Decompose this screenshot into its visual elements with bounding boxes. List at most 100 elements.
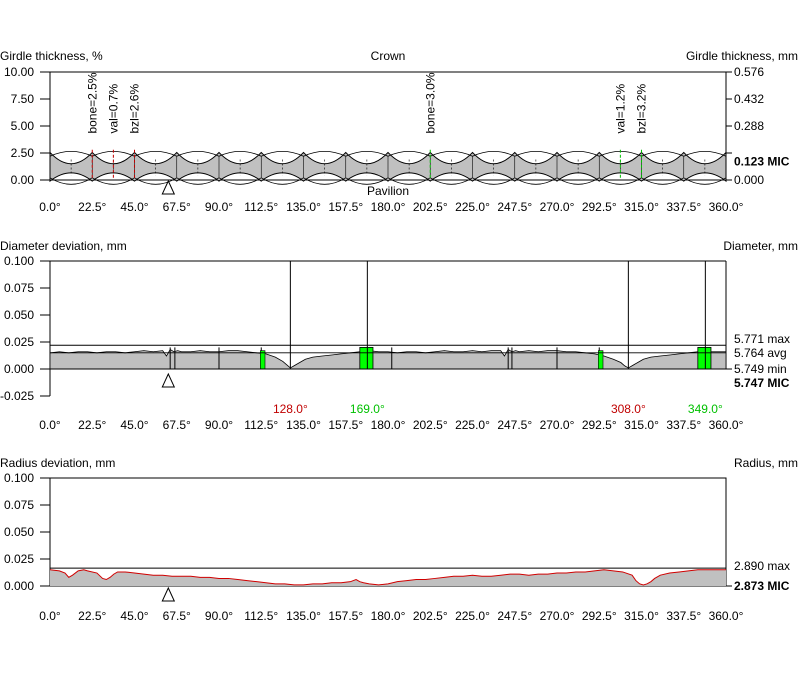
- girdle-crown-scallop: [218, 150, 262, 157]
- radius-left-tick-label: 0.100: [4, 471, 34, 485]
- girdle-x-tick-label: 270.0°: [540, 200, 575, 214]
- girdle-ylabel-right: Girdle thickness, mm: [686, 49, 798, 63]
- girdle-x-tick-label: 0.0°: [39, 200, 61, 214]
- radius-x-tick-label: 202.5°: [413, 609, 448, 623]
- diameter-ylabel-left: Diameter deviation, mm: [0, 239, 127, 253]
- diameter-x-tick-label: 202.5°: [413, 418, 448, 432]
- radius-max-label: 2.890 max: [734, 559, 790, 573]
- radius-x-tick-label: 315.0°: [624, 609, 659, 623]
- girdle-crown-scallop: [261, 150, 304, 157]
- girdle-right-tick-label: 0.432: [734, 92, 764, 106]
- girdle-x-tick-label: 225.0°: [455, 200, 490, 214]
- diameter-max-label: 5.771 max: [734, 332, 790, 346]
- diameter-left-tick-label: -0.025: [0, 389, 34, 403]
- girdle-bottom-title: Pavilion: [367, 184, 409, 198]
- diameter-x-tick-label: 180.0°: [371, 418, 406, 432]
- radius-x-tick-label: 180.0°: [371, 609, 406, 623]
- diameter-left-tick-label: 0.025: [4, 335, 34, 349]
- girdle-pavilion-scallop: [683, 177, 727, 185]
- girdle-pavilion-scallop: [49, 177, 93, 185]
- diameter-x-tick-label: 67.5°: [163, 418, 191, 432]
- radius-left-tick-label: 0.075: [4, 498, 34, 512]
- radius-x-tick-label: 270.0°: [540, 609, 575, 623]
- radius-x-tick-label: 337.5°: [666, 609, 701, 623]
- girdle-pavilion-scallop: [261, 177, 304, 185]
- radius-left-tick-label: 0.050: [4, 525, 34, 539]
- radius-x-tick-label: 67.5°: [163, 609, 191, 623]
- diameter-extremum-label: 308.0°: [611, 402, 646, 416]
- girdle-crown-scallop: [345, 150, 389, 157]
- diameter-x-tick-label: 112.5°: [244, 418, 278, 432]
- girdle-annotation-label: bzl=2.6%: [128, 84, 142, 134]
- girdle-pavilion-scallop: [345, 177, 389, 185]
- radius-x-tick-label: 247.5°: [497, 609, 532, 623]
- girdle-crown-scallop: [514, 150, 558, 157]
- diameter-x-tick-label: 45.0°: [120, 418, 148, 432]
- radius-chart: [40, 477, 732, 587]
- girdle-right-tick-label: 0.576: [734, 65, 764, 79]
- girdle-pavilion-scallop: [303, 177, 346, 185]
- girdle-crown-scallop: [387, 150, 431, 157]
- diameter-extremum-label: 128.0°: [273, 402, 308, 416]
- radius-x-tick-label: 225.0°: [455, 609, 490, 623]
- diameter-x-tick-label: 22.5°: [78, 418, 106, 432]
- diameter-x-tick-label: 225.0°: [455, 418, 490, 432]
- diameter-green-facet: [260, 350, 266, 370]
- girdle-pavilion-scallop: [134, 177, 177, 185]
- girdle-position-marker: [161, 179, 176, 195]
- radius-x-tick-label: 292.5°: [582, 609, 617, 623]
- girdle-x-tick-label: 337.5°: [666, 200, 701, 214]
- girdle-crown-scallop: [472, 150, 515, 157]
- girdle-pavilion-scallop: [641, 177, 684, 185]
- diameter-left-tick-label: 0.075: [4, 281, 34, 295]
- girdle-x-tick-label: 202.5°: [413, 200, 448, 214]
- radius-plot-frame: [49, 477, 727, 587]
- girdle-crown-scallop: [176, 150, 220, 157]
- diameter-x-tick-label: 292.5°: [582, 418, 617, 432]
- girdle-left-tick-label: 7.50: [11, 92, 35, 106]
- girdle-annotation-label: bone=2.5%: [85, 72, 99, 133]
- girdle-x-tick-label: 157.5°: [328, 200, 363, 214]
- girdle-pavilion-scallop: [599, 177, 642, 185]
- diameter-green-block: [359, 346, 374, 370]
- girdle-annotation-label: val=0.7%: [106, 84, 120, 134]
- girdle-x-tick-label: 22.5°: [78, 200, 106, 214]
- radius-x-tick-label: 360.0°: [709, 609, 744, 623]
- diameter-x-tick-label: 157.5°: [328, 418, 363, 432]
- girdle-left-tick-label: 0.00: [11, 173, 35, 187]
- girdle-right-tick-label: 0.288: [734, 119, 764, 133]
- radius-mic-label: 2.873 MIC: [734, 579, 790, 593]
- girdle-pavilion-scallop: [472, 177, 515, 185]
- diameter-ylabel-right: Diameter, mm: [723, 239, 798, 253]
- girdle-chart: [40, 71, 732, 185]
- diameter-x-tick-label: 90.0°: [205, 418, 233, 432]
- radius-x-tick-label: 157.5°: [328, 609, 363, 623]
- radius-left-tick-label: 0.025: [4, 552, 34, 566]
- girdle-crown-scallop: [683, 150, 727, 157]
- girdle-left-tick-label: 2.50: [11, 146, 35, 160]
- diameter-min-label: 5.749 min: [734, 362, 787, 376]
- girdle-pavilion-scallop: [387, 177, 431, 185]
- girdle-right-tick-label: 0.000: [734, 173, 764, 187]
- diameter-x-tick-label: 135.0°: [286, 418, 321, 432]
- girdle-ylabel-left: Girdle thickness, %: [0, 49, 103, 63]
- girdle-annotation-label: bzl=3.2%: [635, 84, 649, 134]
- girdle-crown-scallop: [556, 150, 600, 157]
- radius-x-tick-label: 0.0°: [39, 609, 61, 623]
- girdle-left-tick-label: 10.00: [4, 65, 34, 79]
- girdle-annotation-label: val=1.2%: [613, 84, 627, 134]
- girdle-annotation-label: bone=3.0%: [423, 72, 437, 133]
- girdle-x-tick-label: 180.0°: [371, 200, 406, 214]
- radius-ylabel-right: Radius, mm: [734, 456, 798, 470]
- diameter-green-block: [697, 346, 712, 370]
- girdle-x-tick-label: 292.5°: [582, 200, 617, 214]
- diameter-extremum-label: 349.0°: [688, 402, 723, 416]
- diameter-left-tick-label: 0.100: [4, 254, 34, 268]
- girdle-crown-scallop: [303, 150, 346, 157]
- girdle-x-tick-label: 135.0°: [286, 200, 321, 214]
- girdle-pavilion-scallop: [92, 177, 135, 185]
- radius-ylabel-left: Radius deviation, mm: [0, 456, 115, 470]
- girdle-pavilion-scallop: [556, 177, 600, 185]
- radius-x-tick-label: 22.5°: [78, 609, 106, 623]
